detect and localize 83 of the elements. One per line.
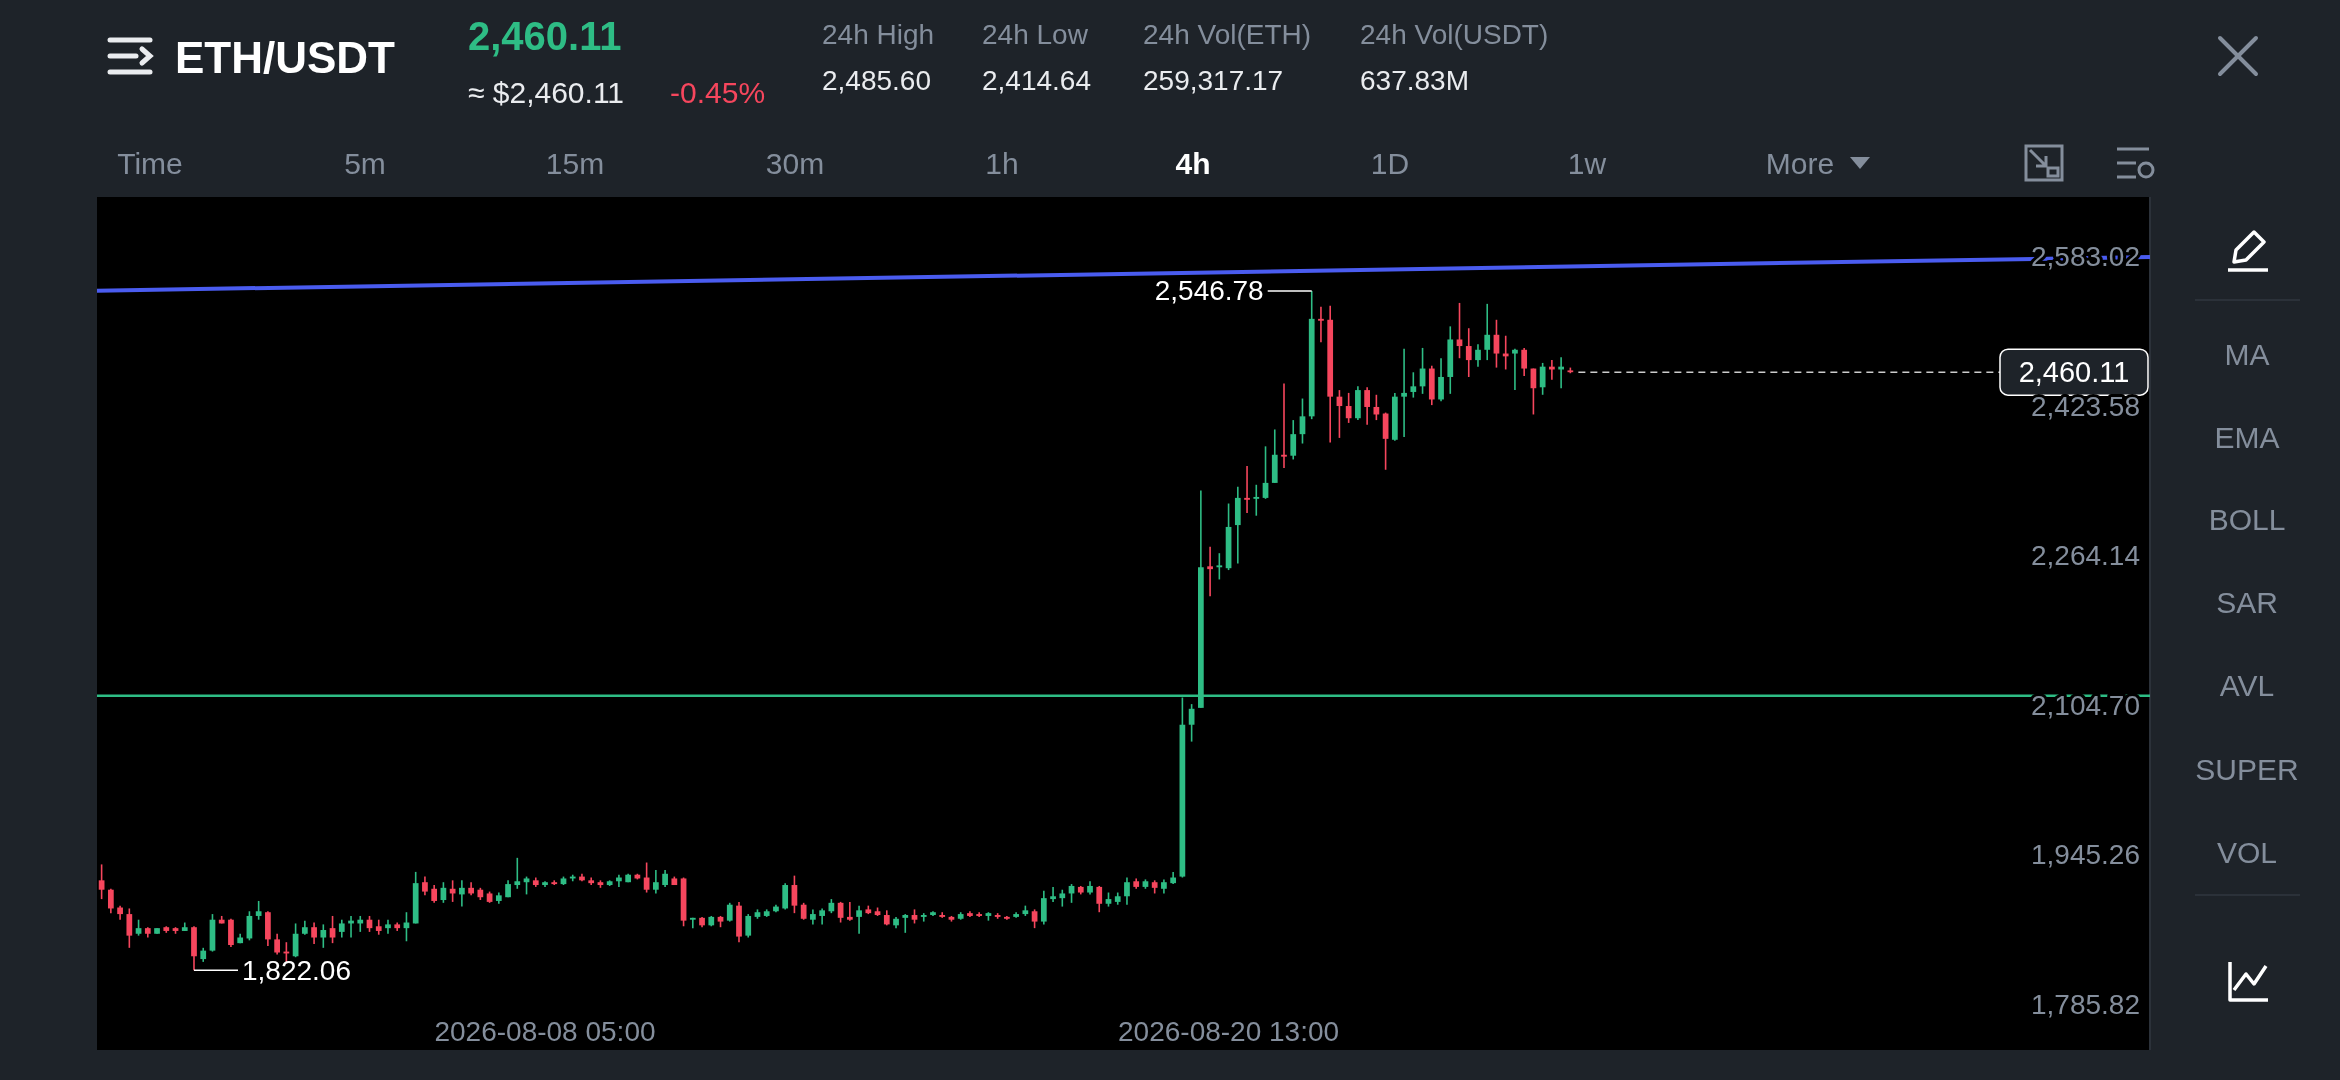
candlestick — [846, 901, 853, 922]
candlestick — [689, 917, 696, 929]
candlestick — [1512, 348, 1518, 391]
candlestick — [311, 921, 317, 945]
candlestick — [745, 913, 752, 939]
candlestick — [1539, 362, 1546, 396]
text: 24h Vol(USDT) — [1360, 18, 1549, 50]
text: VOL — [2216, 835, 2278, 869]
y-tick-label: 2,264.14 — [2031, 540, 2140, 572]
candlestick — [385, 918, 391, 935]
text: 5m — [344, 146, 386, 180]
chart-title: ETH/USDT — [175, 32, 396, 82]
text: ≈ $2,460.11 — [468, 75, 625, 109]
annotation: 1,822.06 — [241, 954, 351, 986]
x-tick-label: 2026-08-08 05:00 — [434, 1015, 656, 1047]
candlestick — [514, 857, 521, 890]
candlestick — [1031, 908, 1038, 929]
candlestick — [1484, 303, 1491, 361]
candlestick — [1050, 886, 1056, 903]
text: 15m — [545, 146, 605, 180]
candlestick — [98, 863, 105, 900]
text: Time — [117, 146, 183, 180]
candlestick — [782, 882, 789, 911]
ref-line-label: 2,460.11 — [2018, 356, 2130, 389]
candlestick — [653, 869, 659, 895]
candlestick — [126, 907, 133, 949]
x-tick-label: 2026-08-20 13:00 — [1118, 1015, 1340, 1047]
y-tick-label: 2,423.58 — [2031, 390, 2140, 422]
candlestick — [1475, 343, 1481, 368]
candlestick — [459, 879, 465, 908]
text: -0.45% — [670, 75, 766, 109]
text: 637.83M — [1360, 64, 1469, 96]
text: EMA — [2214, 420, 2280, 454]
y-tick-label: 2,104.70 — [2031, 689, 2140, 721]
candlestick — [1318, 305, 1324, 344]
candlestick — [320, 923, 327, 949]
candlestick — [1124, 876, 1130, 906]
candlestick — [1456, 302, 1463, 360]
candlestick — [422, 875, 428, 897]
text: 1h — [985, 146, 1019, 180]
candlestick — [1438, 357, 1444, 403]
y-tick-label: 1,945.26 — [2031, 839, 2140, 871]
candlestick — [1401, 348, 1407, 438]
text: 24h High — [822, 18, 935, 50]
text: 2,414.64 — [982, 64, 1091, 96]
candlestick — [1096, 885, 1103, 914]
candlestick — [1216, 552, 1223, 581]
text: BOLL — [2208, 502, 2286, 536]
text: 259,317.17 — [1143, 64, 1284, 96]
text: 2,485.60 — [822, 64, 931, 96]
candlestick — [902, 913, 909, 934]
candlestick — [1244, 465, 1250, 514]
text: 4h — [1175, 146, 1211, 180]
text: SAR — [2216, 585, 2278, 619]
text: AVL — [2219, 668, 2275, 702]
text: 1D — [1370, 146, 1410, 180]
text: 30m — [765, 146, 825, 180]
candlestick — [107, 887, 114, 914]
text: 24h Low — [982, 18, 1089, 50]
candlestick — [1465, 327, 1472, 378]
candlestick — [1040, 889, 1047, 926]
candlestick — [274, 932, 280, 956]
text: MA — [2224, 337, 2270, 371]
candlestick — [1253, 483, 1260, 517]
candlestick — [920, 912, 927, 923]
text: 24h Vol(ETH) — [1143, 18, 1312, 50]
annotation: 2,546.78 — [1154, 275, 1264, 307]
candlestick — [255, 900, 262, 921]
candlestick — [1290, 419, 1297, 461]
candlestick — [726, 902, 733, 923]
candlestick — [1521, 347, 1528, 377]
candlestick — [329, 915, 336, 944]
candlestick — [1207, 545, 1213, 598]
candlestick — [1364, 386, 1370, 426]
text: 2,460.11 — [468, 14, 622, 58]
candlestick — [1345, 392, 1352, 424]
candlestick — [1410, 371, 1417, 399]
text: More — [1765, 146, 1835, 180]
text: SUPER — [2195, 752, 2299, 786]
candlestick — [1281, 382, 1287, 469]
y-tick-label: 1,785.82 — [2031, 988, 2140, 1020]
candlestick — [856, 904, 862, 935]
text: 1w — [1567, 146, 1607, 180]
